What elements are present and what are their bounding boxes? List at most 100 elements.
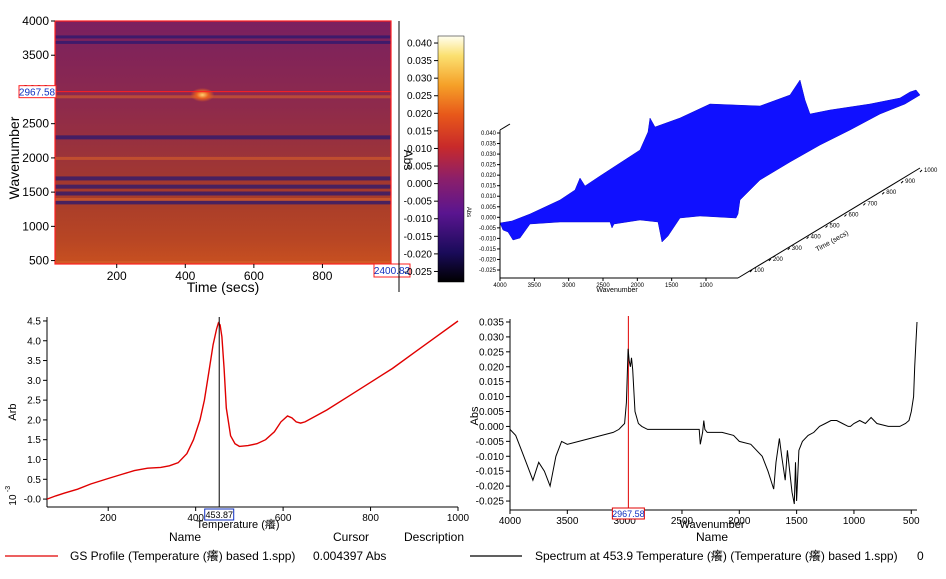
- heatmap-dark-band: [55, 40, 391, 44]
- heatmap-cursor-x-box[interactable]: [373, 263, 411, 278]
- profile-y-tick-label: 3.0: [27, 376, 41, 387]
- waterfall-x-tick-label: 3500: [528, 283, 542, 289]
- waterfall-z-tick-label: 800: [886, 190, 897, 196]
- colorbar-tick-label: -0.005: [404, 197, 433, 208]
- profile-x-tick-label: 800: [362, 513, 379, 524]
- profile-cursor-box[interactable]: [204, 508, 235, 521]
- spectrum-series-line[interactable]: [509, 321, 918, 505]
- waterfall-z-tick-label: 300: [792, 246, 803, 252]
- colorbar-tick-label: 0.000: [407, 179, 432, 190]
- spectrum-y-label: Abs: [469, 406, 481, 425]
- spectrum-y-tick-label: -0.015: [476, 467, 505, 478]
- spectrum-x-tick-label: 2000: [728, 516, 751, 527]
- heatmap-bands: [55, 35, 391, 264]
- colorbar-gradient[interactable]: [437, 35, 465, 283]
- profile-series-line[interactable]: [46, 320, 459, 500]
- colorbar-tick-label: 0.035: [407, 56, 432, 67]
- waterfall-z-tick: [862, 202, 866, 206]
- waterfall-y-tick-label: 0.035: [481, 142, 497, 148]
- heatmap-y-tick-label: 2000: [22, 151, 49, 165]
- legend-header-name: Name: [169, 530, 201, 544]
- legend-right-name[interactable]: Spectrum at 453.9 Temperature (癢) (Tempe…: [535, 548, 898, 563]
- profile-y-tick-label: 0.5: [27, 475, 41, 486]
- colorbar-tick-label: 0.020: [407, 109, 432, 120]
- spectrum-cursor-box[interactable]: [611, 507, 645, 520]
- heatmap-y-tick-label: 2500: [22, 117, 49, 131]
- profile-y-tick-label: 1.0: [27, 455, 41, 466]
- colorbar-tick-label: 0.025: [407, 91, 432, 102]
- heatmap-y-tick-label: 500: [29, 254, 49, 268]
- waterfall-y-label: Abs: [465, 207, 471, 217]
- spectrum-y-tick-label: 0.030: [479, 332, 504, 343]
- heatmap-light-band: [55, 197, 391, 201]
- heatmap-y-tick-label: 1000: [22, 219, 49, 233]
- waterfall-y-tick-label: -0.005: [479, 226, 497, 232]
- waterfall-y-tick-label: -0.020: [479, 257, 497, 263]
- waterfall-back-edge: [499, 123, 511, 131]
- profile-y-exponent-power: -3: [5, 486, 12, 492]
- waterfall-z-tick-label: 600: [848, 212, 859, 218]
- heatmap-x-tick-label: 400: [175, 269, 195, 283]
- waterfall-surface[interactable]: [499, 79, 921, 243]
- spectrum-x-tick-label: 500: [903, 516, 920, 527]
- profile-x-tick-label: 1000: [447, 513, 470, 524]
- waterfall-y-tick-label: 0.020: [481, 173, 497, 179]
- waterfall-z-tick-label: 700: [867, 201, 878, 207]
- heatmap-dark-band: [55, 35, 391, 39]
- profile-cursor-label: 453.87: [205, 510, 233, 520]
- waterfall-y-tick-label: 0.010: [481, 194, 497, 200]
- waterfall-z-tick-label: 500: [830, 224, 841, 230]
- spectrum-x-tick-label: 4000: [499, 516, 522, 527]
- spectrum-x-tick-label: 1500: [785, 516, 808, 527]
- waterfall-z-tick: [768, 258, 772, 262]
- profile-y-tick-label: 4.0: [27, 336, 41, 347]
- profile-x-tick-label: 600: [275, 513, 292, 524]
- legend-right-header-name: Name: [696, 530, 728, 544]
- profile-y-tick-label: 4.5: [27, 316, 41, 327]
- waterfall-z-tick: [825, 225, 828, 228]
- profile-y-tick-label: 2.5: [27, 396, 41, 407]
- spectrum-y-tick-label: 0.015: [479, 377, 504, 388]
- waterfall-y-tick-label: 0.030: [481, 152, 497, 158]
- spectrum-x-tick-label: 3000: [614, 516, 637, 527]
- legend-header-cursor: Cursor: [333, 530, 369, 544]
- heatmap-plot-area[interactable]: [55, 21, 391, 264]
- spectrum-x-tick-label: 1000: [843, 516, 866, 527]
- waterfall-x-tick-label: 2500: [596, 283, 610, 289]
- spectrum-x-tick-label: 3500: [556, 516, 579, 527]
- heatmap-dark-band: [55, 200, 391, 205]
- waterfall-z-tick: [900, 180, 904, 184]
- spectrum-y-tick-label: 0.025: [479, 347, 504, 358]
- waterfall-panel: 4000 3500 3000 2500 2000 1500 1000 0.040 0.035 0.…: [465, 79, 938, 294]
- waterfall-y-tick-label: 0.025: [481, 163, 497, 169]
- waterfall-z-label: Time (secs): [815, 230, 850, 254]
- spectrum-y-tick-label: -0.005: [476, 437, 505, 448]
- waterfall-z-tick: [844, 214, 847, 217]
- waterfall-y-tick-label: 0.015: [481, 184, 497, 190]
- waterfall-z-tick-label: 100: [754, 268, 765, 274]
- waterfall-z-tick: [919, 169, 923, 173]
- heatmap-hotspot: [190, 87, 215, 102]
- heatmap-y-tick-label: 4000: [22, 14, 49, 28]
- spectrum-y-tick-label: 0.000: [479, 422, 504, 433]
- spectrum-y-tick-label: 0.035: [479, 317, 504, 328]
- profile-y-tick-label: -0.0: [24, 495, 42, 506]
- colorbar-tick-label: -0.025: [404, 267, 433, 278]
- waterfall-z-tick-label: 200: [773, 257, 784, 263]
- colorbar-tick-label: 0.015: [407, 126, 432, 137]
- legend-left-name[interactable]: GS Profile (Temperature (癢) based 1.spp): [70, 548, 295, 563]
- waterfall-y-tick-label: -0.010: [479, 236, 497, 242]
- waterfall-x-tick-label: 3000: [562, 283, 576, 289]
- profile-panel: 200 400 600 800 1000 -0.0 0.5 1.0 1.5 2.0 2.5 3.0 3.…: [5, 316, 470, 531]
- waterfall-x-tick-label: 1000: [699, 283, 713, 289]
- heatmap-y-tick-label: 3500: [22, 48, 49, 62]
- spectrum-y-tick-label: -0.025: [476, 497, 505, 508]
- spectrum-cursor-label: 2967.58: [612, 509, 645, 519]
- waterfall-x-tick-label: 2000: [631, 283, 645, 289]
- colorbar-label: Abs: [401, 150, 415, 171]
- heatmap-cursor-y-box[interactable]: [18, 85, 57, 99]
- legend-header-description: Description: [404, 530, 464, 544]
- colorbar: 0.040 0.035 0.030 0.025 0.020 0.015 0.010 0.005…: [401, 35, 465, 283]
- heatmap-x-tick-label: 600: [244, 269, 264, 283]
